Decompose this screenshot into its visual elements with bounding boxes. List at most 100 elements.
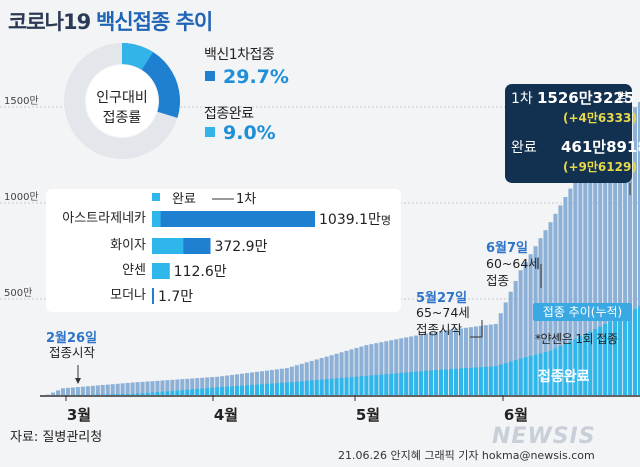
complete-swatch — [205, 127, 215, 137]
first-dose-bar — [468, 327, 473, 395]
first-dose-bar — [419, 334, 424, 395]
first-dose-bar — [443, 330, 449, 395]
complete-bar — [155, 392, 160, 395]
donut-center-label-1: 인구대비 — [96, 90, 148, 106]
complete-hbar — [152, 238, 184, 254]
complete-bar — [453, 368, 459, 395]
credit-line: 21.06.26 안지혜 그래픽 기자 hokma@newsis.com — [338, 449, 595, 462]
complete-bar — [150, 392, 155, 395]
complete-hbar — [152, 263, 170, 279]
first-dose-bar — [240, 373, 245, 395]
complete-bar — [384, 374, 389, 395]
first-dose-bar — [623, 117, 628, 395]
complete-rate: 9.0% — [205, 122, 276, 144]
first-dose-hbar — [152, 211, 315, 227]
first-dose-bar — [130, 382, 135, 395]
summary-first-unit: 명 — [617, 90, 629, 104]
complete-bar — [468, 367, 473, 395]
complete-bar — [538, 353, 543, 395]
first-dose-bar — [299, 363, 304, 395]
complete-bar — [210, 387, 215, 395]
vaccine-unit: 명 — [381, 214, 391, 227]
summary-box: 1차 1526만3225 명 (+4만6333) 완료 461만8918 (+9… — [505, 84, 640, 183]
annotation-may27-date: 5월27일 — [416, 291, 468, 306]
complete-bar — [598, 326, 603, 395]
first-dose-bar — [384, 341, 389, 395]
x-tick-label: 5월 — [356, 406, 380, 424]
first-dose-bar — [120, 383, 125, 395]
title-prefix: 코로나19 — [8, 10, 91, 34]
complete-bar — [334, 378, 339, 395]
first-dose-bar — [259, 371, 264, 395]
summary-first-value: 1526만3225 — [537, 89, 635, 107]
first-dose-bar — [374, 343, 379, 395]
first-dose-bar — [498, 313, 503, 395]
first-dose-bar — [434, 331, 439, 395]
vaccine-value-label: 1039.1만명 — [319, 212, 391, 228]
complete-bar — [344, 377, 349, 395]
complete-bar — [294, 381, 299, 395]
first-dose-bar — [638, 102, 640, 396]
first-dose-bar — [115, 383, 120, 395]
complete-bar — [235, 385, 240, 395]
first-dose-bar — [379, 342, 384, 395]
legend-complete-label: 완료 — [172, 192, 196, 207]
first-dose-bar — [473, 326, 478, 395]
complete-bar — [593, 329, 598, 395]
x-tick-label: 3월 — [67, 406, 91, 424]
complete-bar — [354, 376, 359, 395]
first-dose-bar — [95, 385, 100, 395]
complete-bar — [314, 380, 319, 395]
first-dose-bar — [344, 350, 349, 395]
complete-bar — [130, 394, 135, 395]
first-dose-bar — [170, 379, 175, 395]
first-dose-bar — [523, 262, 528, 395]
complete-bar — [105, 394, 110, 395]
first-dose-bar — [404, 337, 409, 395]
first-dose-bar — [309, 360, 314, 395]
vaccine-name: 얀센 — [122, 263, 146, 278]
complete-bar — [254, 384, 260, 395]
first-dose-bar — [125, 382, 130, 395]
first-dose-bar — [394, 339, 399, 395]
complete-bar — [429, 370, 434, 395]
first-dose-bar — [145, 381, 150, 395]
complete-bar — [145, 392, 150, 395]
first-dose-bar — [399, 338, 404, 395]
complete-bar — [190, 389, 195, 395]
complete-bar — [518, 358, 523, 395]
complete-bar — [170, 390, 175, 395]
first-dose-bar — [458, 328, 463, 395]
complete-bar — [140, 393, 145, 395]
complete-bar — [289, 382, 294, 395]
complete-bar — [180, 390, 185, 395]
complete-bar — [548, 350, 553, 395]
first-dose-bar — [598, 144, 603, 395]
first-dose-bar — [269, 369, 274, 395]
complete-bar — [439, 369, 444, 395]
legend-first-label: 1차 — [236, 192, 256, 207]
complete-bar — [120, 394, 125, 395]
first-dose-bar — [359, 346, 364, 395]
complete-bar — [498, 364, 503, 395]
legend-complete-swatch — [152, 193, 160, 201]
first-dose-bar — [414, 335, 419, 395]
first-dose-bar — [160, 380, 165, 395]
summary-first-label: 1차 — [511, 91, 533, 107]
complete-bar — [488, 366, 493, 395]
complete-bar — [135, 393, 140, 395]
first-dose-bar — [488, 324, 493, 395]
first-dose-swatch — [205, 71, 215, 81]
complete-bar — [115, 394, 120, 395]
complete-bar — [419, 371, 424, 395]
first-dose-bar — [568, 188, 573, 395]
first-dose-bar — [289, 366, 294, 395]
complete-bar — [563, 343, 568, 395]
first-dose-bar — [190, 378, 195, 395]
complete-bar — [215, 387, 220, 395]
summary-complete-delta: (+9만6129) — [563, 160, 637, 174]
first-dose-bar — [608, 133, 613, 395]
first-dose-bar — [518, 270, 523, 395]
first-dose-bar — [249, 372, 255, 395]
